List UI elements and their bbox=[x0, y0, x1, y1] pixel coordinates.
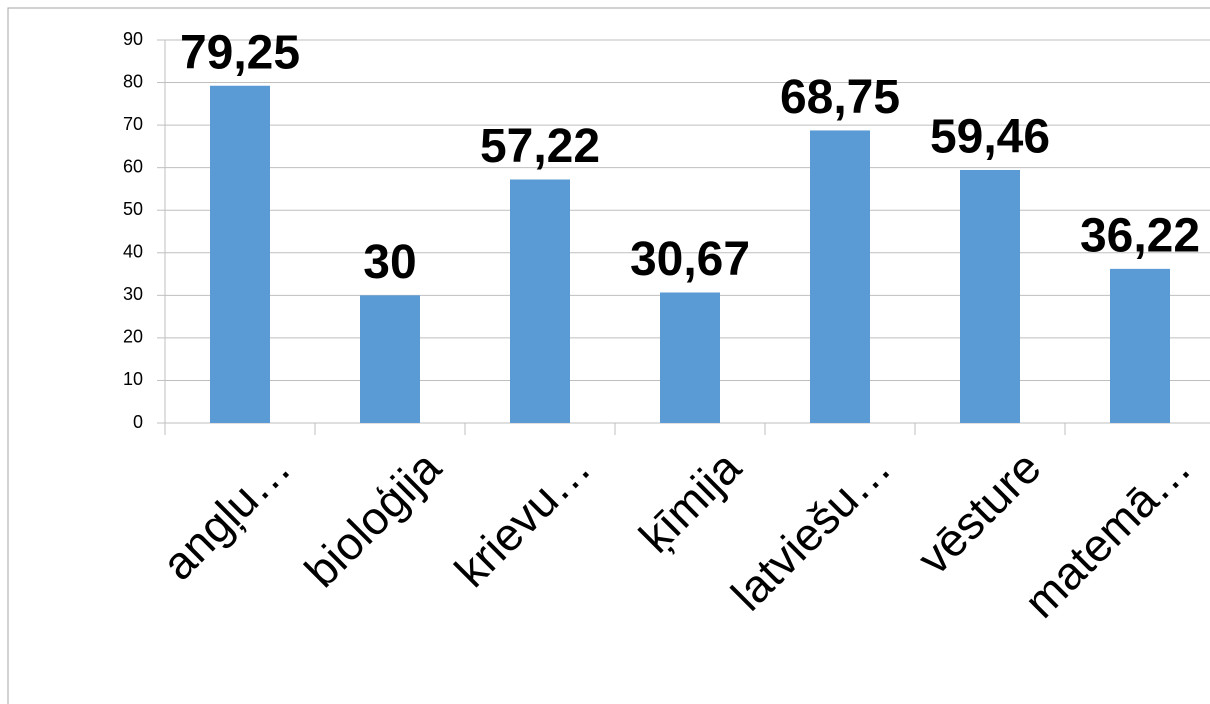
x-tick-label: bioloģija bbox=[295, 441, 451, 597]
x-tick-label: krievu… bbox=[445, 441, 601, 597]
y-tick-label: 0 bbox=[133, 412, 143, 432]
y-tick-label: 70 bbox=[123, 114, 143, 134]
y-tick-label: 60 bbox=[123, 156, 143, 176]
chart-frame bbox=[7, 7, 1210, 704]
y-tick-label: 90 bbox=[123, 29, 143, 49]
x-tick-label: ķīmija bbox=[629, 441, 751, 563]
value-label: 36,22 bbox=[1080, 210, 1200, 263]
bar bbox=[1110, 268, 1170, 423]
y-tick-label: 20 bbox=[123, 327, 143, 347]
y-tick-label: 10 bbox=[123, 369, 143, 389]
value-label: 30,67 bbox=[630, 233, 750, 286]
x-tick-label: angļu… bbox=[152, 441, 301, 590]
bar bbox=[810, 130, 870, 424]
value-label: 68,75 bbox=[780, 71, 900, 124]
value-label: 30 bbox=[363, 236, 416, 289]
y-tick-label: 40 bbox=[123, 242, 143, 262]
y-tick-label: 50 bbox=[123, 199, 143, 219]
bar bbox=[360, 295, 420, 423]
bar bbox=[210, 85, 270, 423]
x-tick-label: vēsture bbox=[907, 441, 1050, 584]
bar bbox=[510, 179, 570, 423]
y-tick-label: 30 bbox=[123, 284, 143, 304]
y-tick-label: 80 bbox=[123, 71, 143, 91]
value-label: 79,25 bbox=[180, 26, 300, 79]
value-label: 57,22 bbox=[480, 120, 600, 173]
bar bbox=[960, 169, 1020, 423]
x-tick-label: latviešu… bbox=[721, 441, 901, 621]
bar bbox=[660, 292, 720, 423]
value-label: 59,46 bbox=[930, 111, 1050, 164]
